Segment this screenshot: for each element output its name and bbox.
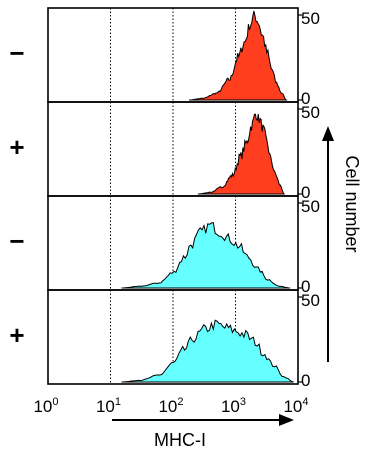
y-tick-label-0: 0 [301, 371, 310, 390]
y-tick-label-0: 0 [301, 89, 310, 108]
x-axis: 100 101 102 103 104 [33, 396, 308, 416]
histogram-area [121, 319, 294, 383]
panels-group: 500−500+500−500+ [9, 7, 320, 390]
x-tick-label-3: 103 [221, 396, 246, 416]
y-axis-arrow-head [322, 126, 334, 141]
panel-sign-label: + [9, 132, 24, 162]
panel-1: 50 0 − [9, 7, 320, 108]
histogram-area [197, 113, 286, 195]
panel-2: 50 0 + [9, 101, 320, 202]
panel-sign-label: − [9, 38, 24, 68]
y-tick-label-0: 0 [301, 183, 310, 202]
y-axis-label: Cell number [342, 155, 362, 252]
histogram-area [189, 10, 288, 101]
panel-sign-label: − [9, 226, 24, 256]
panel-3: 50 0 − [9, 195, 320, 296]
histogram-area [121, 221, 291, 289]
panel-sign-label: + [9, 320, 24, 350]
x-tick-label-1: 101 [96, 396, 121, 416]
y-tick-label-50: 50 [301, 291, 320, 310]
x-axis-arrow-head [279, 414, 294, 426]
x-tick-label-2: 102 [158, 396, 183, 416]
y-tick-label-50: 50 [301, 9, 320, 28]
x-axis-label: MHC-I [154, 430, 206, 450]
y-tick-label-50: 50 [301, 197, 320, 216]
x-tick-label-4: 104 [283, 396, 308, 416]
y-tick-label-50: 50 [301, 103, 320, 122]
panel-4: 50 0 + [9, 289, 320, 390]
y-tick-label-0: 0 [301, 277, 310, 296]
x-tick-label-0: 100 [33, 396, 58, 416]
panel-frame [47, 289, 299, 385]
